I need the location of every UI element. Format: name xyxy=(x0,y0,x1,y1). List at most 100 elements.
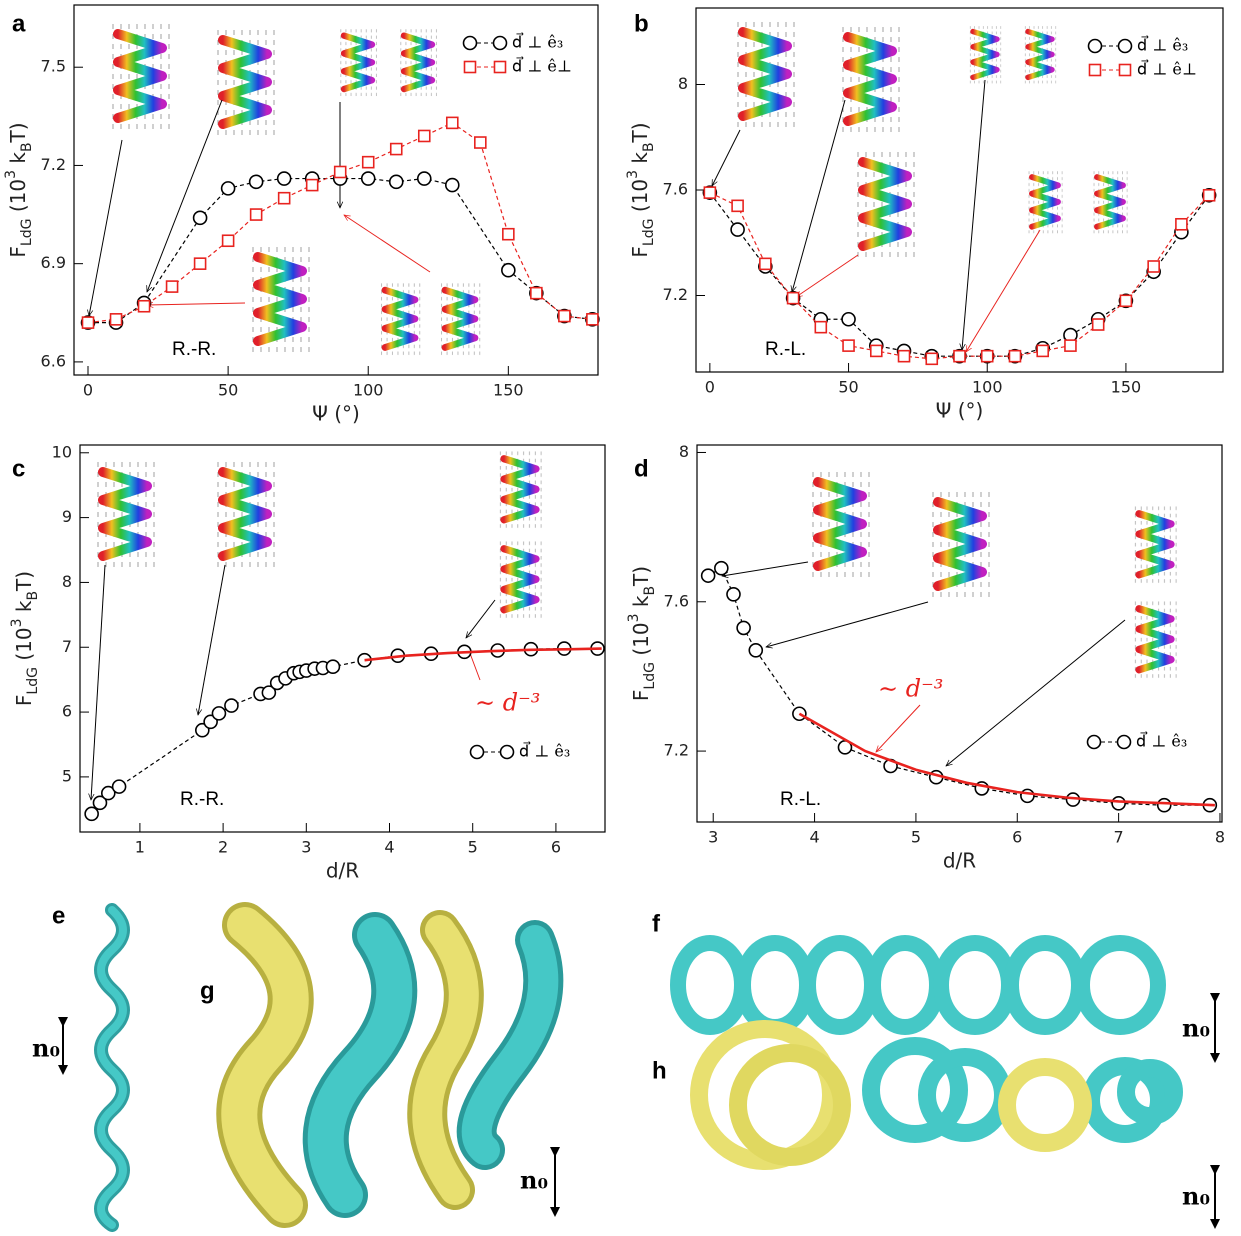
legend-label: d⃗ ⊥ ê₃ xyxy=(1137,35,1188,55)
y-axis-label: FLdG (103 kBT) xyxy=(626,566,658,701)
series-line xyxy=(710,193,1209,357)
y-axis-label-part: B xyxy=(641,142,657,152)
chart: b7.27.68050100150Ψ (°)FLdG (103 kBT)R.-L… xyxy=(625,8,1223,423)
x-tick-label: 1 xyxy=(135,838,145,857)
panel-label: b xyxy=(634,10,649,37)
legend-marker xyxy=(501,746,514,759)
marker xyxy=(760,258,771,269)
insets-b xyxy=(712,20,1128,352)
director-label: n₀ xyxy=(520,1166,548,1195)
legend-marker xyxy=(495,62,506,73)
y-axis-label-part: B xyxy=(25,591,41,601)
legend-marker xyxy=(1090,65,1101,76)
legend-marker xyxy=(1120,65,1131,76)
marker xyxy=(531,288,542,299)
x-tick-label: 3 xyxy=(301,838,311,857)
marker xyxy=(279,193,290,204)
x-tick-label: 50 xyxy=(838,378,858,397)
legend-marker xyxy=(1119,40,1132,53)
marker xyxy=(307,180,318,191)
y-axis-label-part: (10 xyxy=(629,622,653,662)
y-axis-label-part: 3 xyxy=(3,170,19,179)
y-axis-label-part: 3 xyxy=(9,619,25,628)
marker xyxy=(1120,295,1131,306)
annotation: R.-L. xyxy=(780,789,821,810)
marker xyxy=(212,707,225,720)
legend-marker xyxy=(471,746,484,759)
marker xyxy=(704,187,715,198)
marker xyxy=(871,345,882,356)
insets-d xyxy=(722,470,1177,766)
marker xyxy=(139,301,150,312)
x-tick-label: 100 xyxy=(972,378,1003,397)
marker xyxy=(702,569,715,582)
y-axis-label: FLdG (103 kBT) xyxy=(625,122,657,257)
series-line xyxy=(799,714,1215,805)
marker xyxy=(502,264,515,277)
y-axis-label-part: LdG xyxy=(25,667,41,695)
director-label: n₀ xyxy=(1182,1014,1210,1043)
illustration-e xyxy=(63,910,123,1225)
marker xyxy=(842,313,855,326)
x-tick-label: 50 xyxy=(218,381,238,400)
y-tick-label: 8 xyxy=(62,572,72,591)
marker xyxy=(335,166,346,177)
marker xyxy=(250,175,263,188)
y-tick-label: 7.6 xyxy=(664,591,689,610)
marker xyxy=(1065,340,1076,351)
marker xyxy=(222,182,235,195)
x-axis-label: d/R xyxy=(326,859,359,883)
series-line xyxy=(710,193,1209,359)
legend-label: d⃗ ⊥ ê⊥ xyxy=(1137,59,1197,79)
legend-marker xyxy=(464,37,477,50)
legend-marker xyxy=(465,62,476,73)
y-axis-label-part: T) xyxy=(12,571,36,592)
y-tick-label: 8 xyxy=(679,442,689,461)
marker xyxy=(85,807,98,820)
y-axis-label-part: (10 xyxy=(628,179,652,219)
y-axis-label-part: (10 xyxy=(12,627,36,667)
director-label: n₀ xyxy=(1182,1182,1210,1211)
panel-label: c xyxy=(12,455,25,482)
marker xyxy=(1112,797,1125,810)
annotation: R.-R. xyxy=(180,789,224,810)
marker xyxy=(899,351,910,362)
x-tick-label: 150 xyxy=(1111,378,1142,397)
marker xyxy=(167,281,178,292)
x-tick-label: 4 xyxy=(384,838,394,857)
y-axis-label-part: T) xyxy=(628,122,652,143)
y-axis-label-part: k xyxy=(12,600,36,618)
y-axis-label: FLdG (103 kBT) xyxy=(9,571,41,706)
y-axis-label-part: B xyxy=(642,586,658,596)
illustration-f xyxy=(678,943,1215,1058)
marker xyxy=(113,780,126,793)
legend-label: d⃗ ⊥ ê₃ xyxy=(519,741,570,761)
x-tick-label: 5 xyxy=(468,838,478,857)
marker xyxy=(390,175,403,188)
marker xyxy=(1093,319,1104,330)
marker xyxy=(1037,345,1048,356)
y-tick-label: 7.5 xyxy=(41,57,66,76)
x-tick-label: 7 xyxy=(1114,828,1124,847)
marker xyxy=(225,699,238,712)
marker xyxy=(737,621,750,634)
y-axis-label-part: T) xyxy=(6,122,30,143)
x-tick-label: 2 xyxy=(218,838,228,857)
y-tick-label: 6.6 xyxy=(41,351,66,370)
panel-label: d xyxy=(634,455,649,482)
panel-label: h xyxy=(652,1057,667,1084)
fit-label: ∼ d⁻³ xyxy=(475,689,540,717)
marker xyxy=(732,200,743,211)
x-tick-label: 0 xyxy=(705,378,715,397)
marker xyxy=(727,588,740,601)
y-axis-label-part: k xyxy=(6,152,30,170)
x-tick-label: 4 xyxy=(809,828,819,847)
y-axis-label-part: T) xyxy=(629,566,653,587)
marker xyxy=(363,157,374,168)
y-tick-label: 7.2 xyxy=(664,741,689,760)
figure: e n₀ f n₀ g n₀ h n₀ a6.66.97.27.50501001… xyxy=(0,0,1241,1236)
x-tick-label: 5 xyxy=(911,828,921,847)
y-axis-label-part: 3 xyxy=(625,170,641,179)
y-axis-label: FLdG (103 kBT) xyxy=(3,122,35,257)
